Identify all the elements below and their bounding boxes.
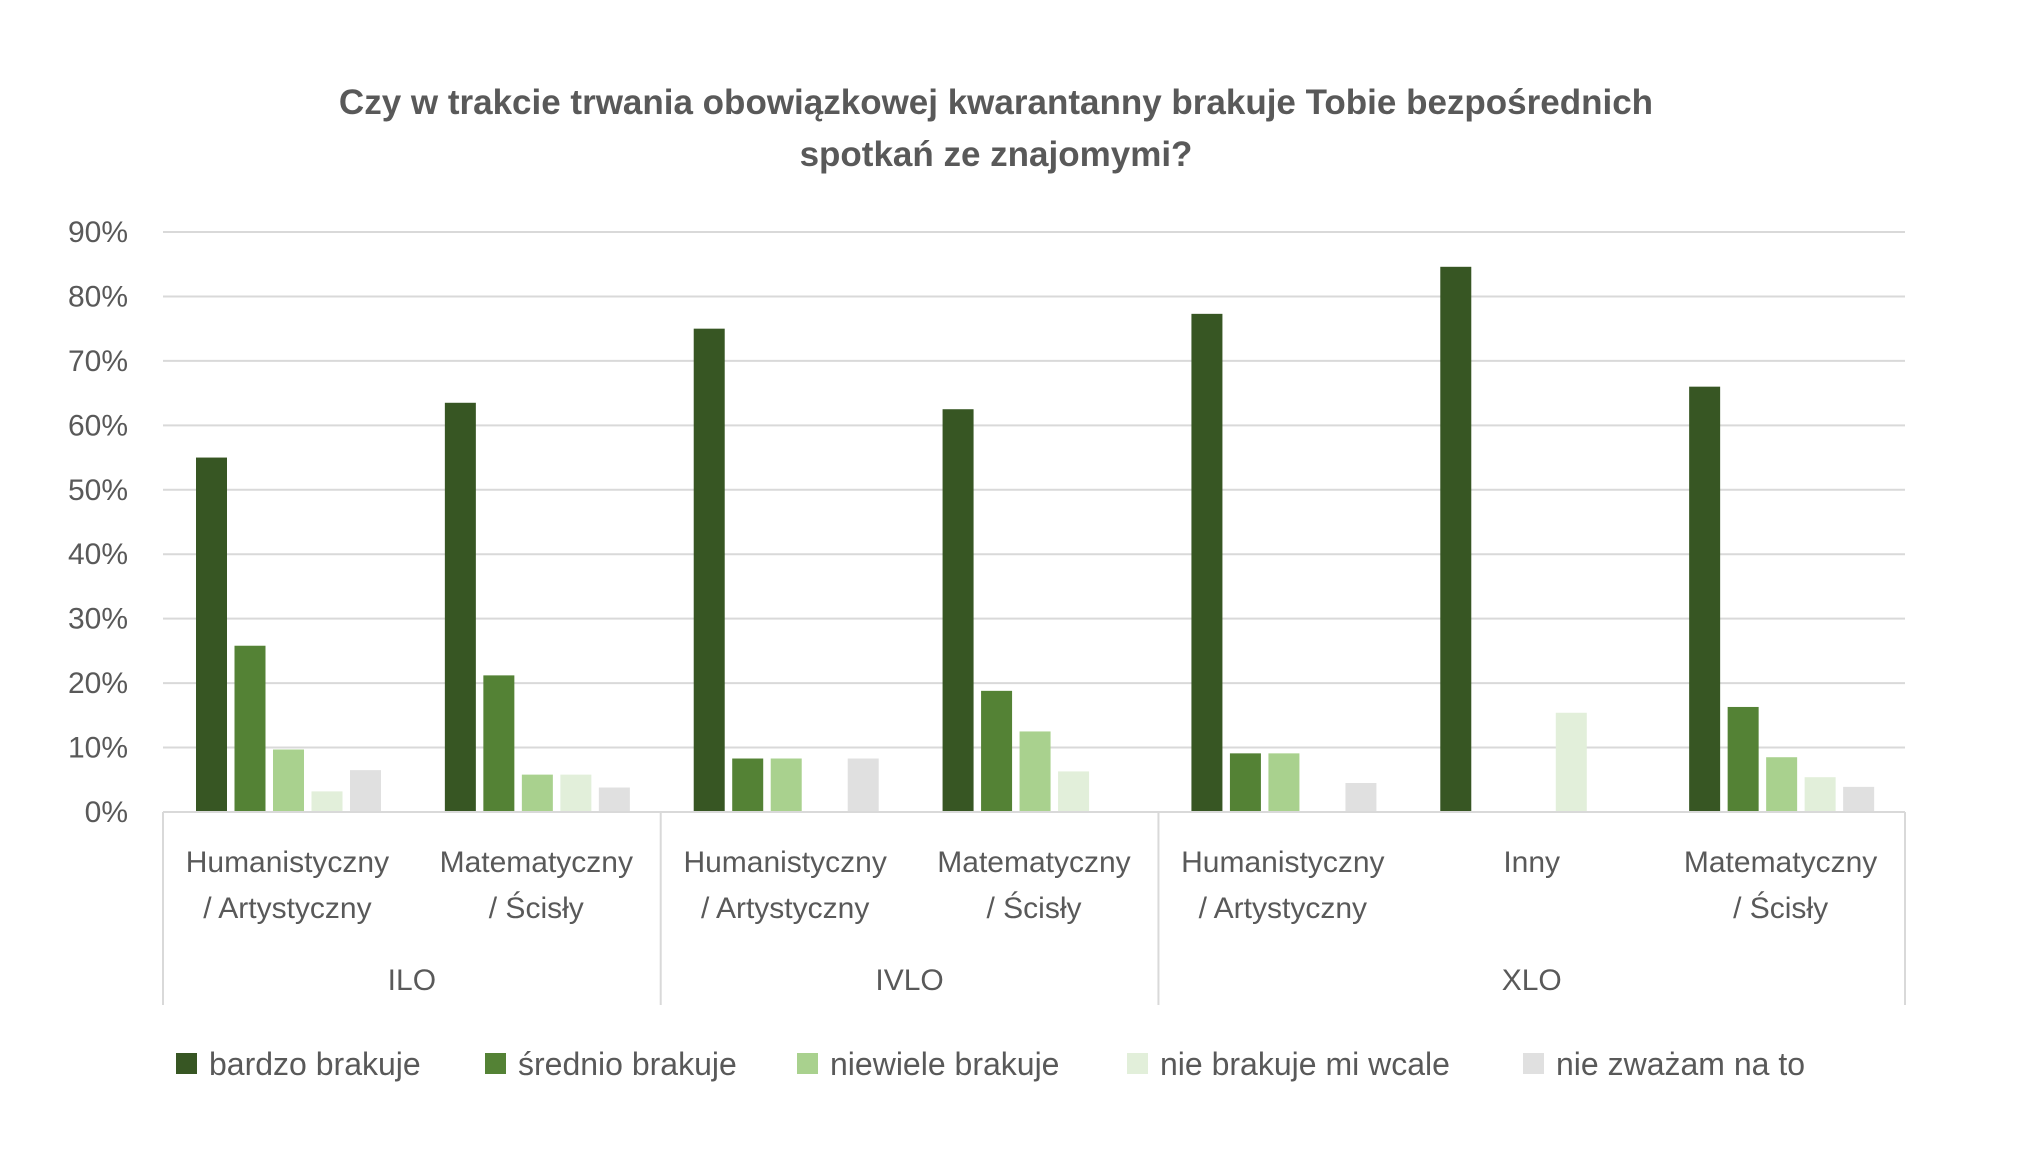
- y-tick-label: 10%: [68, 732, 128, 765]
- y-axis: 0% 10% 20% 30% 40% 50% 60% 70% 80% 90%: [68, 216, 128, 829]
- bar: [981, 690, 1013, 812]
- y-tick-label: 60%: [68, 409, 128, 442]
- bar: [444, 402, 476, 812]
- legend-label: nie brakuje mi wcale: [1160, 1046, 1450, 1082]
- group-label: XLO: [1502, 964, 1562, 997]
- y-tick-label: 50%: [68, 474, 128, 507]
- chart-title: Czy w trakcie trwania obowiązkowej kwara…: [339, 83, 1653, 174]
- legend-label: bardzo brakuje: [209, 1046, 421, 1082]
- bar: [770, 758, 802, 812]
- category-label: Matematyczny: [1684, 846, 1877, 879]
- bar: [1689, 386, 1721, 812]
- bar: [273, 749, 304, 812]
- legend-swatch: [797, 1053, 818, 1074]
- bar: [311, 791, 343, 812]
- bar: [1727, 706, 1759, 812]
- category-label: Matematyczny: [937, 846, 1130, 879]
- category-label: Humanistyczny: [1181, 846, 1384, 879]
- bar: [1843, 786, 1875, 812]
- category-label: / Artystyczny: [701, 892, 869, 925]
- category-label: / Artystyczny: [203, 892, 371, 925]
- bar: [196, 457, 227, 812]
- group-label: IVLO: [875, 964, 943, 997]
- category-label: / Ścisły: [1733, 891, 1828, 925]
- category-label: Inny: [1503, 846, 1560, 879]
- chart-title-line-2: spotkań ze znajomymi?: [800, 135, 1193, 174]
- bar: [350, 770, 381, 812]
- bar: [1440, 266, 1472, 812]
- category-label: / Artystyczny: [1199, 892, 1367, 925]
- bar: [1268, 753, 1300, 812]
- bar: [1058, 771, 1090, 812]
- category-label: Humanistyczny: [683, 846, 886, 879]
- y-tick-label: 20%: [68, 667, 128, 700]
- legend-swatch: [1127, 1053, 1148, 1074]
- group-label: ILO: [388, 964, 436, 997]
- legend-swatch: [176, 1053, 197, 1074]
- gridlines: [163, 231, 1905, 749]
- bar: [1191, 313, 1223, 812]
- bar: [1766, 757, 1798, 812]
- category-label: Humanistyczny: [186, 846, 389, 879]
- y-tick-label: 90%: [68, 216, 128, 249]
- bar: [234, 645, 266, 812]
- y-tick-label: 0%: [85, 796, 128, 829]
- bar: [1804, 777, 1836, 812]
- bar: [732, 758, 764, 812]
- legend: bardzo brakuje średnio brakuje niewiele br…: [176, 1046, 1805, 1082]
- y-tick-label: 40%: [68, 538, 128, 571]
- bar: [1019, 731, 1051, 812]
- y-tick-label: 80%: [68, 280, 128, 313]
- x-axis: Humanistyczny / Artystyczny Matematyczny / …: [162, 811, 1906, 1005]
- legend-label: nie zważam na to: [1556, 1046, 1805, 1082]
- bar: [693, 328, 725, 812]
- bars: [196, 266, 1875, 812]
- legend-label: średnio brakuje: [518, 1046, 737, 1082]
- legend-swatch: [485, 1053, 506, 1074]
- bar: [942, 409, 974, 812]
- bar: [560, 774, 592, 812]
- legend-label: niewiele brakuje: [830, 1046, 1059, 1082]
- bar: [521, 774, 553, 812]
- bar: [847, 758, 879, 812]
- category-label: / Ścisły: [489, 891, 584, 925]
- bar: [483, 675, 515, 812]
- category-label: / Ścisły: [986, 891, 1081, 925]
- bar: [598, 787, 630, 812]
- bar: [1229, 753, 1261, 812]
- bar: [1555, 712, 1587, 812]
- y-tick-label: 30%: [68, 603, 128, 636]
- y-tick-label: 70%: [68, 345, 128, 378]
- chart-title-line-1: Czy w trakcie trwania obowiązkowej kwara…: [339, 83, 1653, 122]
- category-label: Matematyczny: [440, 846, 633, 879]
- bar: [1345, 783, 1377, 812]
- legend-swatch: [1523, 1053, 1544, 1074]
